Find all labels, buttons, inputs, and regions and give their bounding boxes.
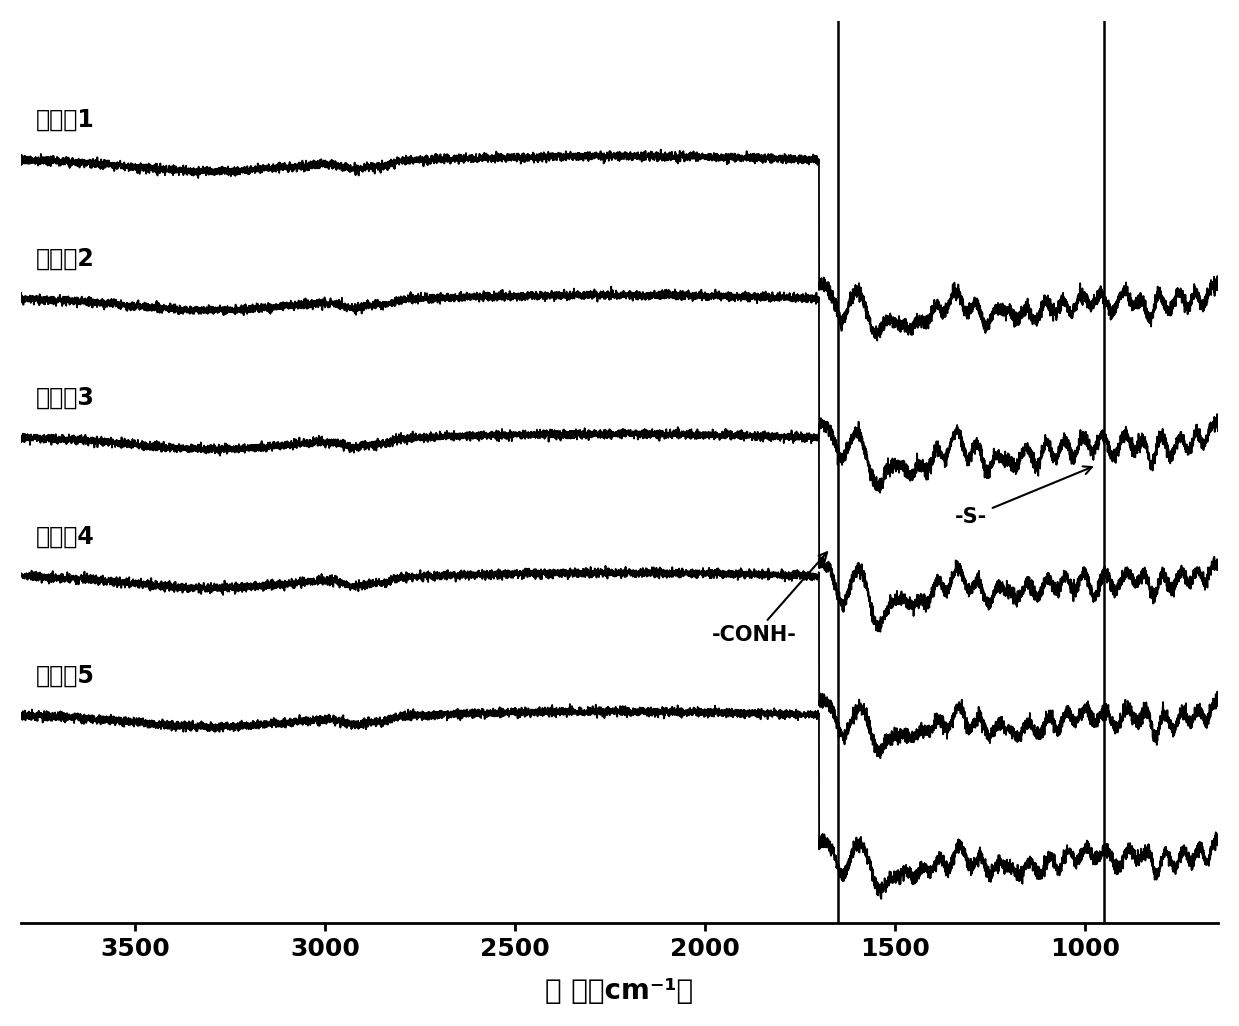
Text: 实施例1: 实施例1: [36, 108, 95, 132]
Text: 实施例3: 实施例3: [36, 386, 95, 409]
Text: -CONH-: -CONH-: [712, 552, 828, 644]
X-axis label: 波 数（cm⁻¹）: 波 数（cm⁻¹）: [545, 977, 694, 1005]
Text: 实施例5: 实施例5: [36, 663, 95, 687]
Text: -S-: -S-: [955, 467, 1092, 526]
Text: 实施例4: 实施例4: [36, 524, 95, 549]
Text: 实施例2: 实施例2: [36, 246, 95, 271]
